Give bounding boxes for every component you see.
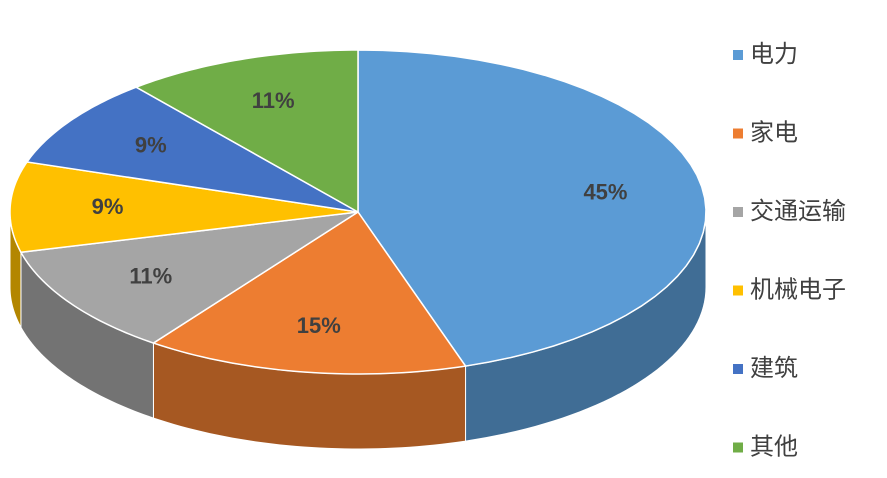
legend-label: 其他 [750, 433, 798, 461]
data-label: 9% [135, 132, 167, 157]
legend-label: 机械电子 [750, 276, 846, 304]
legend-label: 交通运输 [750, 197, 846, 225]
slice [19, 211, 359, 344]
data-label: 9% [92, 194, 124, 219]
legend-label: 建筑 [750, 354, 798, 382]
legend-label: 家电 [750, 119, 798, 147]
slice [9, 161, 359, 254]
legend-swatch [733, 207, 743, 217]
legend-swatch [733, 50, 743, 60]
legend-swatch [733, 285, 743, 296]
data-label: 11% [129, 263, 172, 288]
legend-swatch [733, 364, 743, 374]
data-label: 15% [297, 313, 341, 338]
legend-swatch [733, 128, 743, 139]
legend-label: 电力 [750, 40, 798, 68]
slice [25, 86, 359, 213]
data-label: 11% [252, 88, 295, 113]
data-label: 45% [583, 180, 627, 205]
slice [134, 49, 359, 214]
legend-swatch [733, 442, 743, 453]
slice [151, 210, 467, 375]
slice [357, 49, 707, 367]
